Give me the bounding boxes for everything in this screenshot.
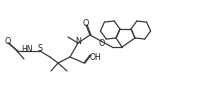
Text: O: O: [98, 39, 105, 48]
Text: O: O: [5, 37, 11, 46]
Text: N: N: [75, 37, 81, 46]
Text: S: S: [37, 43, 42, 52]
Text: HN: HN: [21, 44, 33, 53]
Text: OH: OH: [90, 52, 101, 61]
Text: O: O: [82, 19, 89, 28]
